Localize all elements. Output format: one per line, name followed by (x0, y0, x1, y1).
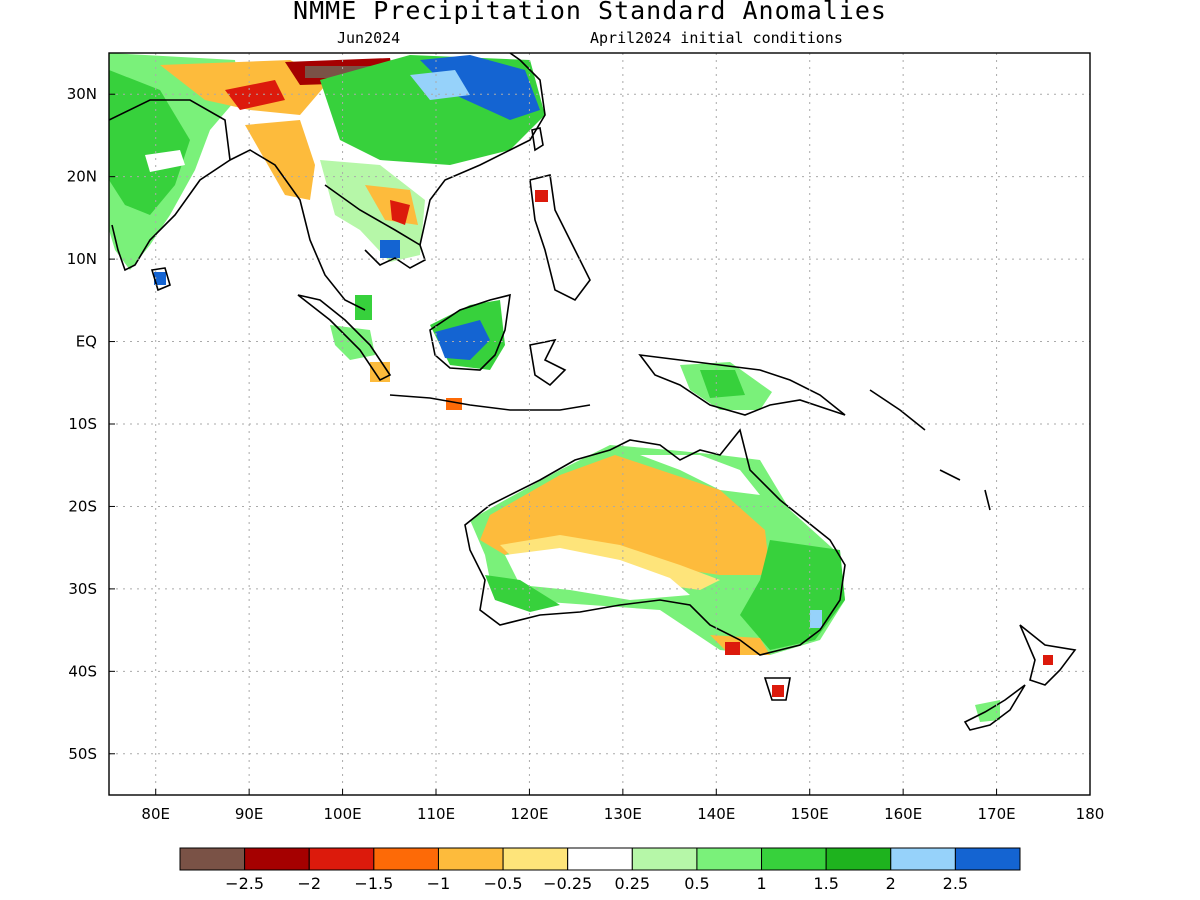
lon-tick-label: 170E (978, 805, 1016, 823)
anomaly-new-guinea-dark (700, 370, 745, 398)
colorbar-swatch (761, 847, 827, 871)
colorbar-swatch (179, 847, 246, 871)
colorbar-label: −1 (427, 874, 451, 893)
coastline-sri-lanka (150, 267, 171, 292)
coastline-java (389, 394, 591, 411)
lon-tick-label: 80E (141, 805, 170, 823)
colorbar-swatch (308, 847, 375, 871)
anomaly-malaya (355, 295, 372, 320)
anomaly-central-india (109, 70, 190, 215)
anomaly-victoria-red (725, 642, 740, 655)
forecast-month-subtitle: Jun2024 (337, 29, 401, 47)
gridlines (109, 53, 1090, 795)
lat-tick-label: 10S (68, 415, 97, 433)
coastline-nz-south (963, 684, 1026, 731)
colorbar-label: 1 (756, 874, 766, 893)
anomaly-mekong-blue (380, 240, 400, 258)
colorbar-label: 2.5 (943, 874, 968, 893)
lat-tick-label: 30S (68, 580, 97, 598)
colorbar-swatch (696, 847, 763, 871)
lon-tick-label: 130E (604, 805, 642, 823)
anomaly-vietnam-red (390, 200, 410, 225)
coastline-layer (109, 53, 1077, 731)
colorbar-swatch (954, 847, 1021, 871)
lat-tick-label: 20N (67, 168, 97, 186)
map-title: NMME Precipitation Standard Anomalies (293, 0, 887, 25)
colorbar-label: −2.5 (225, 874, 264, 893)
colorbar-label: −2 (297, 874, 321, 893)
anomaly-nz-north-red (1043, 655, 1053, 665)
coastline-sulawesi (529, 338, 567, 387)
coastline-pacific-islands (869, 389, 991, 511)
colorbar-swatch (825, 847, 892, 871)
anomaly-india-white (145, 150, 185, 172)
lat-tick-label: 20S (68, 497, 97, 515)
coastline-taiwan (531, 127, 544, 152)
coastline-nz-north (1019, 624, 1077, 686)
lon-tick-label: 160E (884, 805, 922, 823)
plot-frame (108, 52, 1091, 796)
anomaly-australia-dry (480, 455, 770, 575)
map-ticks: 80E 90E 100E 110E 120E 130E 140E 150E 160E 170E 18… (67, 85, 1105, 823)
lat-tick-label: 40S (68, 662, 97, 680)
lon-tick-label: 120E (510, 805, 548, 823)
anomaly-philippines-red (535, 190, 548, 202)
lon-tick-label: 180 (1076, 805, 1105, 823)
colorbar-swatch (244, 847, 310, 871)
coastline-sumatra (297, 294, 392, 382)
lon-tick-label: 90E (235, 805, 264, 823)
anomaly-sri-lanka (154, 272, 166, 285)
coastline-china (419, 53, 546, 246)
colorbar-label: −1.5 (354, 874, 393, 893)
colorbar-swatch (567, 847, 633, 871)
lon-tick-label: 140E (697, 805, 735, 823)
colorbar-label: 0.25 (614, 874, 650, 893)
lat-tick-label: 10N (67, 250, 97, 268)
anomaly-borneo-blue (435, 320, 490, 360)
colorbar: −2.5 −2 −1.5 −1 −0.5 −0.25 0.25 0.5 1 1.5 2 2.5 (179, 847, 1021, 893)
lat-tick-label: 30N (67, 85, 97, 103)
colorbar-label: −0.5 (484, 874, 523, 893)
colorbar-swatch (631, 847, 698, 871)
coastline-india (109, 99, 231, 272)
anomaly-australia-white (505, 548, 690, 600)
anomaly-china-light-blue (410, 70, 470, 100)
colorbar-swatch (373, 847, 439, 871)
lon-tick-label: 110E (417, 805, 455, 823)
anomaly-himalaya-red (225, 80, 285, 110)
anomaly-indochina (320, 160, 425, 262)
lon-tick-label: 150E (791, 805, 829, 823)
anomaly-east-aus-blue (810, 610, 822, 628)
lon-tick-label: 100E (324, 805, 362, 823)
coastline-bay-of-bengal (229, 149, 366, 311)
colorbar-swatch (502, 847, 569, 871)
anomaly-java-orange (446, 398, 462, 410)
anomaly-australia-ne-white (640, 455, 760, 495)
anomaly-myanmar (245, 120, 315, 200)
anomaly-australia-sw (485, 575, 560, 612)
coastline-indochina (324, 184, 426, 269)
colorbar-label: 2 (886, 874, 896, 893)
colorbar-label: −0.25 (543, 874, 592, 893)
anomaly-tasmania (772, 685, 784, 697)
coastline-borneo (429, 293, 511, 371)
lat-tick-label: 50S (68, 745, 97, 763)
coastline-australia (464, 428, 846, 656)
lat-tick-label: EQ (76, 333, 97, 351)
coastline-philippines (529, 174, 591, 302)
colorbar-swatch (437, 847, 504, 871)
colorbar-label: 0.5 (684, 874, 709, 893)
initial-conditions-subtitle: April2024 initial conditions (590, 29, 843, 47)
colorbar-label: 1.5 (813, 874, 838, 893)
coastline-tasmania (763, 677, 791, 701)
colorbar-swatch (890, 847, 956, 871)
anomaly-layer (109, 53, 1053, 722)
coastline-new-guinea (638, 353, 846, 416)
